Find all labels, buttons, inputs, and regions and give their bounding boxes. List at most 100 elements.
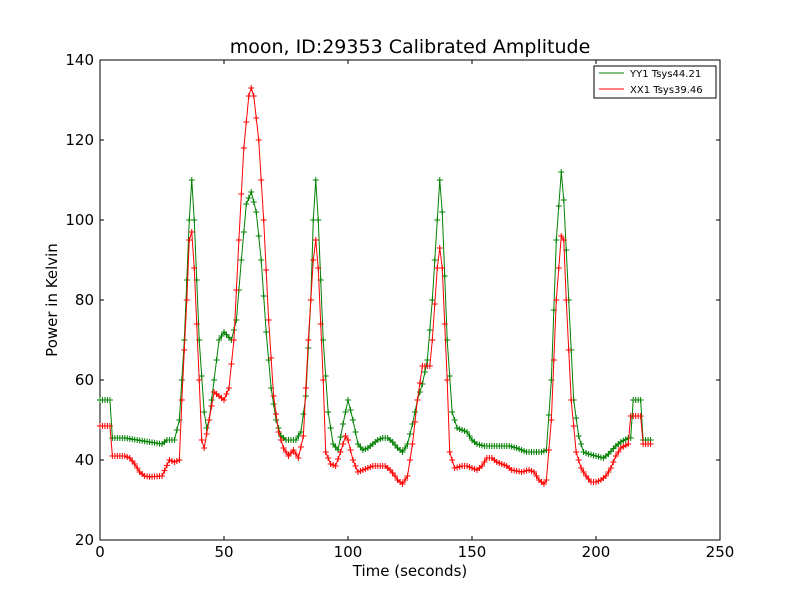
data-point-marker [543,477,550,483]
data-point-marker [290,447,297,453]
data-point-marker [315,265,322,271]
tick-layer: 0 50 100 150 200 250 20 40 60 80 100 120 140 [65,51,734,561]
data-point-marker [575,457,582,463]
data-point-marker [240,145,247,151]
data-point-marker [615,449,622,455]
data-point-marker [407,431,413,437]
plot-area [99,59,721,541]
data-point-marker [178,397,185,403]
data-point-marker [449,457,456,463]
series-xx1 [97,85,654,487]
data-point-marker [248,189,255,195]
data-point-marker [352,429,359,435]
data-point-marker [560,197,567,203]
data-point-marker [250,93,257,99]
data-point-marker [260,293,267,299]
data-point-marker [265,317,272,323]
data-point-marker [431,301,438,307]
data-point-marker [258,177,265,183]
data-point-marker [198,437,205,443]
data-point-marker [424,357,431,363]
data-point-marker [243,119,250,125]
data-point-marker [451,417,458,423]
data-point-marker [335,456,342,462]
data-point-marker [441,321,448,327]
data-point-marker [444,377,451,383]
data-point-marker [196,377,203,383]
x-axis-label: Time (seconds) [352,562,468,580]
data-point-marker [206,417,213,423]
data-point-marker [404,473,411,479]
data-point-marker [342,433,349,439]
data-point-marker [292,437,299,443]
data-point-marker [540,481,547,487]
data-point-marker [431,257,438,263]
data-point-marker [605,469,612,475]
data-point-marker [563,297,570,303]
data-point-marker [191,217,198,223]
data-point-marker [273,411,280,417]
data-point-marker [349,457,356,463]
data-point-marker [292,451,299,457]
data-point-marker [322,373,329,379]
data-point-marker [263,267,270,273]
data-point-marker [545,412,552,418]
y-tick-label: 20 [75,531,94,549]
data-point-marker [307,297,314,303]
data-point-marker [211,377,218,383]
data-point-marker [411,409,418,415]
data-point-marker [555,203,562,209]
data-point-marker [345,437,351,443]
data-point-marker [310,257,317,263]
data-point-marker [421,369,428,375]
data-point-marker [106,397,113,403]
data-point-marker [466,433,473,439]
data-point-marker [171,437,178,443]
data-point-marker [218,333,225,339]
data-point-marker [481,459,488,465]
data-point-marker [434,217,441,223]
data-point-marker [533,473,540,479]
data-point-marker [178,377,185,383]
data-point-marker [270,401,277,407]
data-point-marker [327,425,334,431]
y-tick-label: 120 [65,131,94,149]
data-point-marker [429,297,436,303]
data-point-marker [558,169,565,175]
data-point-marker [548,417,555,423]
data-point-marker [253,115,260,121]
data-point-marker [340,421,347,427]
data-point-marker [223,391,230,397]
data-point-marker [238,257,245,263]
data-point-marker [188,229,195,235]
data-point-marker [305,337,312,343]
data-point-marker [345,397,351,403]
data-point-marker [295,455,302,461]
data-point-marker [213,357,220,363]
data-point-marker [312,177,319,183]
data-point-marker [416,389,423,395]
x-tick-label: 250 [706,543,735,561]
data-point-marker [402,445,409,451]
data-point-marker [230,337,237,343]
data-point-marker [602,473,609,479]
data-point-marker [325,455,332,461]
data-point-marker [426,363,433,369]
data-point-marker [349,417,356,423]
data-point-marker [320,377,327,383]
y-tick-label: 140 [65,51,94,69]
data-point-marker [347,407,354,413]
data-point-marker [258,257,265,263]
data-point-marker [392,473,399,479]
data-point-marker [407,457,413,463]
data-point-marker [578,465,585,471]
data-point-marker [446,449,453,455]
data-point-marker [317,321,324,327]
data-point-marker [278,437,285,443]
data-point-marker [268,355,275,361]
data-point-marker [228,361,235,367]
data-point-marker [255,233,262,239]
data-point-marker [610,459,617,465]
data-point-marker [253,209,260,215]
